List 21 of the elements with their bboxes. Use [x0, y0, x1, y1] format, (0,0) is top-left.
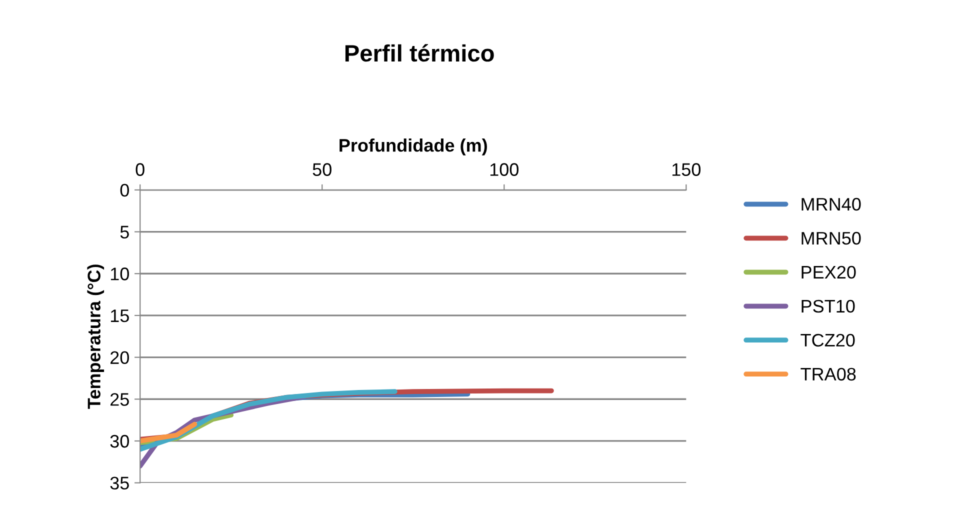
x-tick-label: 100	[490, 163, 518, 176]
y-tick-label: 25	[110, 393, 129, 406]
y-tick-label: 30	[110, 434, 129, 448]
y-axis-title: Temperatura (°C)	[87, 264, 104, 409]
legend-label: MRN50	[802, 232, 861, 245]
legend-label: MRN40	[802, 198, 861, 211]
x-tick-label: 150	[672, 163, 701, 176]
y-tick-label: 5	[120, 226, 129, 239]
x-tick-label: 0	[136, 163, 144, 176]
legend-label: TCZ20	[800, 334, 855, 347]
chart-title: Perfil térmico	[345, 44, 494, 62]
y-tick-label: 20	[110, 351, 129, 364]
legend-label: PST10	[802, 300, 855, 313]
y-tick-label: 0	[120, 184, 129, 197]
x-axis-title: Profundidade (m)	[340, 138, 487, 156]
legend-label: TRA08	[800, 368, 856, 381]
y-tick-label: 10	[110, 268, 129, 280]
y-tick-label: 15	[110, 310, 129, 322]
y-tick-label: 35	[110, 476, 129, 490]
legend-label: PEX20	[802, 266, 856, 279]
x-tick-label: 50	[312, 163, 332, 176]
